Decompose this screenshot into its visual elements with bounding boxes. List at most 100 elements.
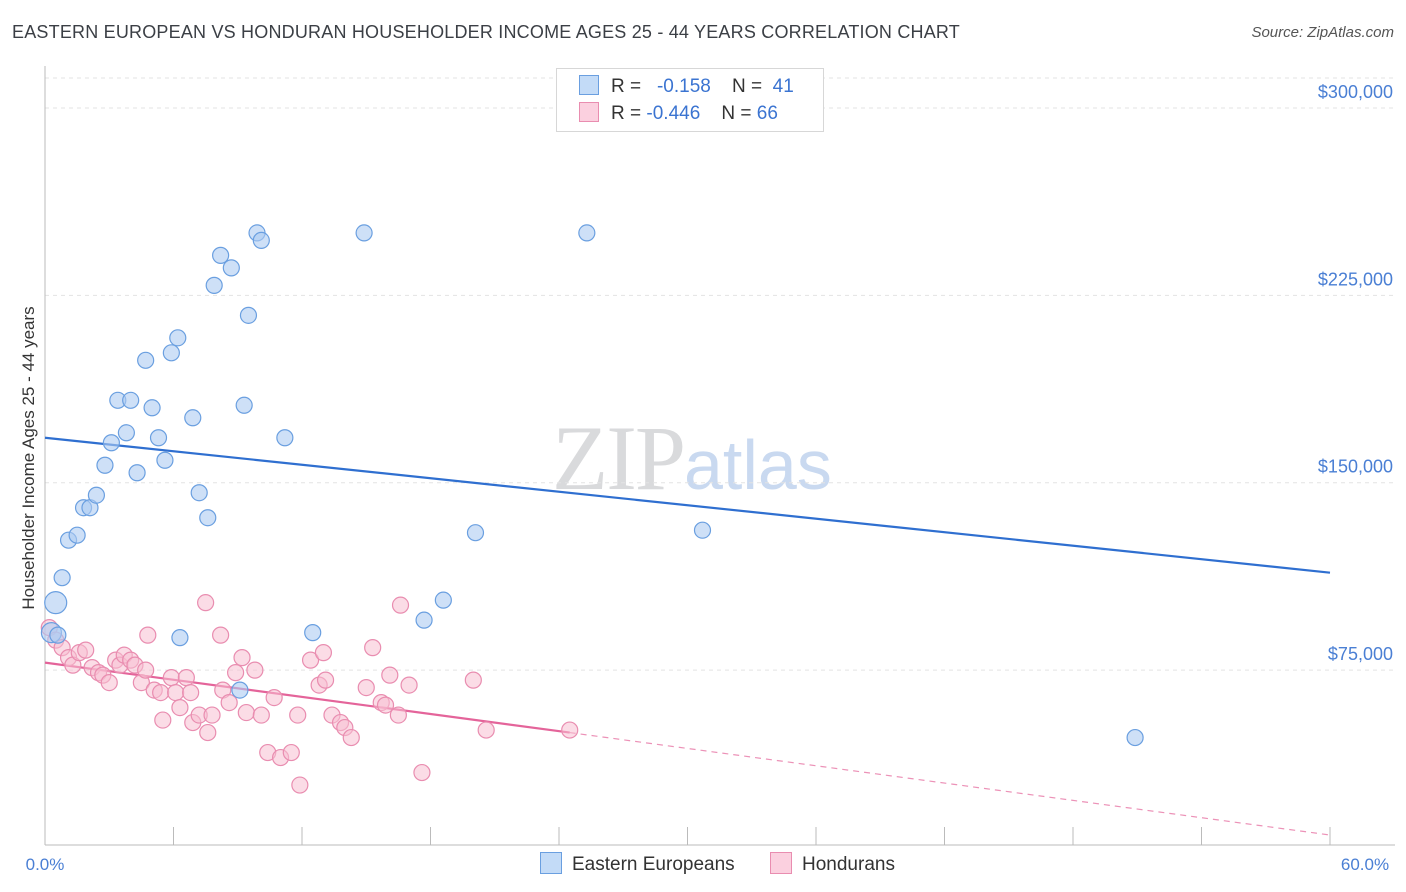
y-tick-label: $225,000 bbox=[1318, 269, 1393, 289]
data-point-honduran bbox=[152, 683, 170, 702]
data-point-honduran bbox=[203, 706, 221, 724]
data-point-eastern-european bbox=[53, 569, 71, 587]
r-value: -0.446 bbox=[646, 103, 701, 124]
data-point-honduran bbox=[316, 671, 335, 689]
data-point-eastern-european bbox=[128, 464, 146, 482]
data-point-honduran bbox=[227, 664, 245, 682]
y-axis-label: Householder Income Ages 25 - 44 years bbox=[19, 306, 38, 609]
data-point-eastern-european bbox=[1126, 728, 1144, 747]
data-point-honduran bbox=[561, 721, 579, 739]
blue-swatch bbox=[540, 852, 562, 874]
data-point-honduran bbox=[182, 683, 200, 702]
data-point-honduran bbox=[464, 671, 482, 689]
pink-swatch bbox=[770, 852, 792, 874]
data-point-eastern-european bbox=[102, 434, 120, 452]
blue-swatch bbox=[579, 75, 599, 95]
data-point-honduran bbox=[265, 688, 283, 707]
trend-line-eastern-europeans bbox=[44, 436, 1331, 574]
data-point-honduran bbox=[199, 723, 217, 742]
n-value: 41 bbox=[772, 76, 794, 97]
data-point-honduran bbox=[357, 679, 375, 697]
data-point-eastern-european bbox=[156, 451, 174, 469]
data-point-eastern-european bbox=[415, 611, 433, 629]
data-point-eastern-european bbox=[205, 276, 223, 294]
trend-line-hondurans-projected bbox=[569, 731, 1331, 836]
legend-item-eastern-europeans[interactable]: Eastern Europeans bbox=[540, 852, 735, 876]
data-point-eastern-european bbox=[239, 306, 258, 324]
y-tick-label: $75,000 bbox=[1328, 644, 1393, 664]
data-point-eastern-european bbox=[149, 429, 168, 447]
data-point-eastern-european bbox=[190, 484, 208, 502]
data-point-honduran bbox=[167, 683, 185, 702]
data-point-eastern-european bbox=[49, 626, 67, 644]
data-point-eastern-european bbox=[137, 351, 155, 369]
source-credit: Source: ZipAtlas.com bbox=[1251, 24, 1394, 41]
data-point-eastern-european bbox=[96, 456, 114, 474]
data-point-honduran bbox=[154, 711, 172, 729]
data-point-honduran bbox=[177, 669, 195, 687]
n-label: N = bbox=[731, 76, 763, 97]
data-point-honduran bbox=[413, 763, 431, 782]
data-point-honduran bbox=[171, 698, 189, 717]
data-point-honduran bbox=[233, 649, 251, 667]
data-point-honduran bbox=[137, 661, 155, 679]
data-point-honduran bbox=[139, 626, 157, 644]
data-point-honduran bbox=[197, 594, 215, 612]
data-point-honduran bbox=[282, 743, 300, 762]
y-tick-label: $300,000 bbox=[1318, 82, 1393, 102]
watermark: ZIPatlas bbox=[552, 405, 832, 511]
data-point-eastern-european bbox=[199, 509, 217, 527]
data-point-eastern-european bbox=[87, 486, 106, 504]
data-point-honduran bbox=[237, 703, 255, 722]
pink-swatch bbox=[579, 102, 599, 122]
correlation-legend: R = -0.158 N = 41 R = -0.446 N = 66 bbox=[556, 68, 824, 132]
data-point-eastern-european bbox=[235, 396, 253, 414]
data-point-honduran bbox=[246, 661, 264, 679]
data-point-eastern-european bbox=[231, 681, 249, 699]
r-label: R = bbox=[611, 76, 642, 97]
data-point-eastern-european bbox=[222, 259, 240, 277]
y-tick-label: $150,000 bbox=[1318, 457, 1393, 477]
data-point-honduran bbox=[391, 596, 410, 614]
data-point-eastern-european bbox=[117, 424, 135, 442]
legend-row-eastern-europeans: R = -0.158 N = 41 bbox=[579, 75, 794, 99]
data-point-honduran bbox=[381, 666, 399, 684]
data-point-honduran bbox=[212, 626, 230, 644]
legend-label: Hondurans bbox=[802, 854, 895, 875]
data-point-eastern-european bbox=[171, 629, 189, 647]
data-point-eastern-european bbox=[355, 224, 373, 242]
n-label: N = bbox=[721, 103, 752, 124]
data-point-eastern-european bbox=[434, 591, 452, 609]
data-point-honduran bbox=[314, 644, 333, 662]
data-point-honduran bbox=[477, 721, 495, 739]
data-point-honduran bbox=[400, 676, 418, 694]
data-point-honduran bbox=[389, 706, 407, 724]
r-label: R = bbox=[611, 103, 642, 124]
data-point-eastern-european bbox=[252, 231, 270, 249]
data-point-honduran bbox=[376, 696, 395, 714]
data-point-eastern-european bbox=[162, 344, 180, 362]
chart-title: EASTERN EUROPEAN VS HONDURAN HOUSEHOLDER… bbox=[12, 22, 961, 42]
data-point-eastern-european bbox=[143, 399, 161, 417]
data-point-honduran bbox=[252, 706, 270, 724]
x-tick-label: 60.0% bbox=[1341, 855, 1389, 874]
legend-item-hondurans[interactable]: Hondurans bbox=[770, 852, 895, 876]
x-tick-label: 0.0% bbox=[26, 855, 65, 874]
data-point-eastern-european bbox=[212, 246, 230, 264]
r-value: -0.158 bbox=[656, 76, 711, 97]
data-point-honduran bbox=[77, 641, 95, 659]
data-point-eastern-european bbox=[44, 591, 68, 615]
data-point-eastern-european bbox=[184, 409, 202, 427]
n-value: 66 bbox=[756, 103, 778, 124]
legend-row-hondurans: R = -0.446 N = 66 bbox=[579, 102, 778, 126]
data-point-honduran bbox=[301, 651, 320, 669]
trend-line-hondurans bbox=[44, 661, 570, 734]
watermark-atlas: atlas bbox=[684, 426, 832, 504]
legend-label: Eastern Europeans bbox=[572, 854, 735, 875]
data-point-eastern-european bbox=[169, 329, 187, 347]
data-point-eastern-european bbox=[122, 391, 140, 409]
data-point-eastern-european bbox=[466, 524, 485, 542]
data-point-eastern-european bbox=[304, 624, 322, 642]
data-point-eastern-european bbox=[276, 429, 294, 447]
